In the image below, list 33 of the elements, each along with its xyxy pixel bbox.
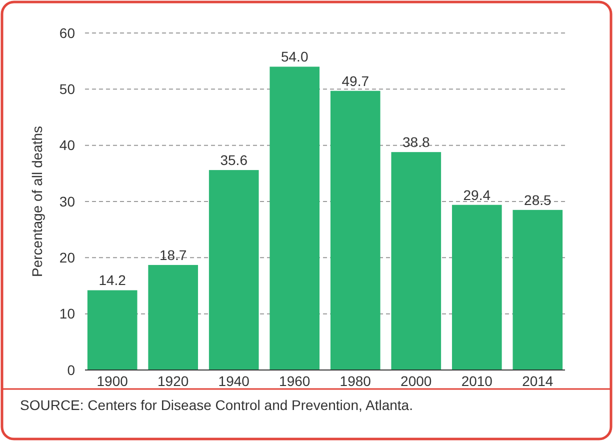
bar xyxy=(148,264,198,370)
bar xyxy=(452,204,502,370)
x-tick-label: 1960 xyxy=(279,373,310,389)
y-tick-label: 20 xyxy=(59,250,76,266)
y-tick-label: 60 xyxy=(59,24,76,41)
source-note: SOURCE: Centers for Disease Control and Prevention, Atlanta. xyxy=(20,397,413,413)
data-label: 49.7 xyxy=(342,72,370,89)
y-axis-title: Percentage of all deaths xyxy=(29,126,45,277)
data-label: 54.0 xyxy=(280,48,308,65)
x-tick-label: 1920 xyxy=(158,373,189,389)
data-label: 14.2 xyxy=(98,272,126,288)
bar xyxy=(512,210,563,370)
x-tick-label: 2014 xyxy=(522,373,554,389)
data-label: 28.5 xyxy=(524,192,552,208)
x-tick-label: 2010 xyxy=(461,373,493,389)
bar xyxy=(270,66,320,370)
bar xyxy=(87,290,138,370)
x-tick-label: 1940 xyxy=(218,373,250,389)
bar xyxy=(330,90,380,370)
bar xyxy=(208,170,259,370)
data-label: 35.6 xyxy=(220,152,248,168)
data-label: 29.4 xyxy=(463,186,491,203)
y-tick-label: 40 xyxy=(59,137,76,154)
y-tick-label: 30 xyxy=(59,193,76,210)
y-tick-label: 0 xyxy=(67,362,76,378)
y-tick-label: 50 xyxy=(59,81,76,98)
x-tick-label: 2000 xyxy=(400,373,432,389)
data-label: 38.8 xyxy=(402,134,430,150)
bar xyxy=(391,152,442,370)
x-tick-label: 1900 xyxy=(96,373,128,389)
x-tick-label: 1980 xyxy=(340,373,372,389)
data-label: 18.7 xyxy=(159,246,187,263)
y-tick-label: 10 xyxy=(59,306,76,322)
